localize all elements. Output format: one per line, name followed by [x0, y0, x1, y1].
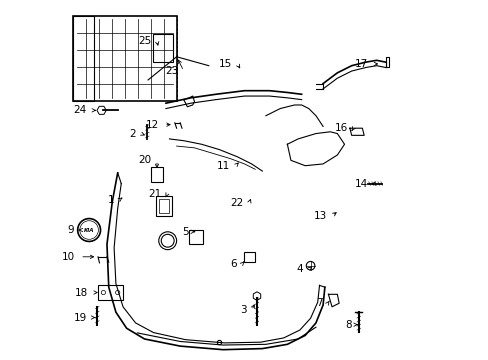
Bar	[159, 199, 169, 213]
Text: 3: 3	[239, 305, 246, 315]
Text: 18: 18	[75, 288, 88, 297]
Text: 12: 12	[145, 120, 159, 130]
Bar	[153, 33, 173, 62]
Text: 14: 14	[354, 179, 367, 189]
Bar	[98, 285, 123, 300]
Text: 11: 11	[217, 161, 230, 171]
Bar	[189, 230, 203, 244]
Text: 20: 20	[138, 156, 151, 165]
Bar	[244, 252, 255, 262]
Text: 13: 13	[313, 211, 326, 221]
Text: 22: 22	[230, 198, 244, 208]
Bar	[73, 16, 176, 102]
Text: 5: 5	[182, 227, 189, 237]
Text: 2: 2	[129, 129, 135, 139]
Bar	[73, 16, 94, 102]
Text: 21: 21	[148, 189, 162, 199]
Text: 10: 10	[61, 252, 75, 262]
Text: 24: 24	[73, 105, 86, 115]
Bar	[156, 196, 172, 216]
Text: 7: 7	[315, 298, 322, 308]
Text: 23: 23	[165, 66, 178, 76]
Bar	[150, 167, 163, 182]
Text: 8: 8	[345, 320, 351, 330]
Text: 16: 16	[334, 123, 347, 133]
Text: 17: 17	[354, 59, 367, 69]
Text: 19: 19	[73, 312, 86, 323]
Text: 6: 6	[229, 259, 236, 269]
Text: 1: 1	[107, 195, 114, 204]
Text: 25: 25	[138, 36, 151, 46]
Text: KIA: KIA	[83, 228, 94, 233]
Text: 15: 15	[218, 59, 231, 69]
Text: 4: 4	[296, 264, 303, 274]
Text: 9: 9	[67, 225, 74, 235]
